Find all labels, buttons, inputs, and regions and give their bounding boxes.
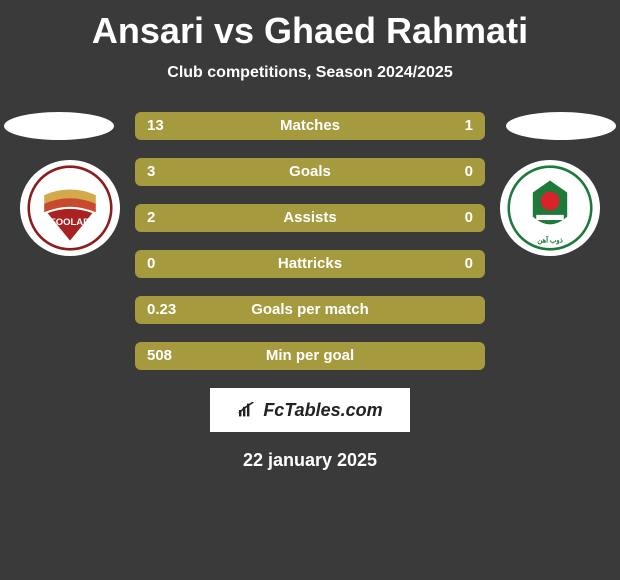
svg-text:FOOLAD: FOOLAD xyxy=(50,217,90,228)
stat-row: 0.23Goals per match xyxy=(135,296,485,324)
stat-label: Min per goal xyxy=(135,342,485,370)
stat-row: 30Goals xyxy=(135,158,485,186)
stat-label: Goals xyxy=(135,158,485,186)
stat-label: Matches xyxy=(135,112,485,140)
foolad-badge-icon: FOOLAD xyxy=(27,165,113,251)
stat-bar: 131Matches xyxy=(135,112,485,140)
stat-row: 131Matches xyxy=(135,112,485,140)
stat-bar: 00Hattricks xyxy=(135,250,485,278)
chart-icon xyxy=(237,402,257,418)
player-marker-left xyxy=(4,112,114,140)
page-subtitle: Club competitions, Season 2024/2025 xyxy=(0,64,620,82)
stat-bar: 20Assists xyxy=(135,204,485,232)
source-box: FcTables.com xyxy=(210,388,410,432)
stat-row: 00Hattricks xyxy=(135,250,485,278)
source-label: FcTables.com xyxy=(263,400,382,421)
stat-bar: 508Min per goal xyxy=(135,342,485,370)
stat-label: Assists xyxy=(135,204,485,232)
page-title: Ansari vs Ghaed Rahmati xyxy=(0,0,620,52)
stat-row: 20Assists xyxy=(135,204,485,232)
stat-label: Hattricks xyxy=(135,250,485,278)
zob-ahan-badge-icon: ذوب آهن xyxy=(507,165,593,251)
date-label: 22 january 2025 xyxy=(0,450,620,471)
player-marker-right xyxy=(506,112,616,140)
stat-bar: 30Goals xyxy=(135,158,485,186)
comparison-content: FOOLAD ذوب آهن 131Matches 30Goals 20Assist… xyxy=(0,112,620,471)
stat-bars: 131Matches 30Goals 20Assists 00Hattricks 0.2… xyxy=(135,112,485,370)
stat-bar: 0.23Goals per match xyxy=(135,296,485,324)
club-badge-left: FOOLAD xyxy=(20,160,120,256)
club-badge-right: ذوب آهن xyxy=(500,160,600,256)
stat-label: Goals per match xyxy=(135,296,485,324)
stat-row: 508Min per goal xyxy=(135,342,485,370)
